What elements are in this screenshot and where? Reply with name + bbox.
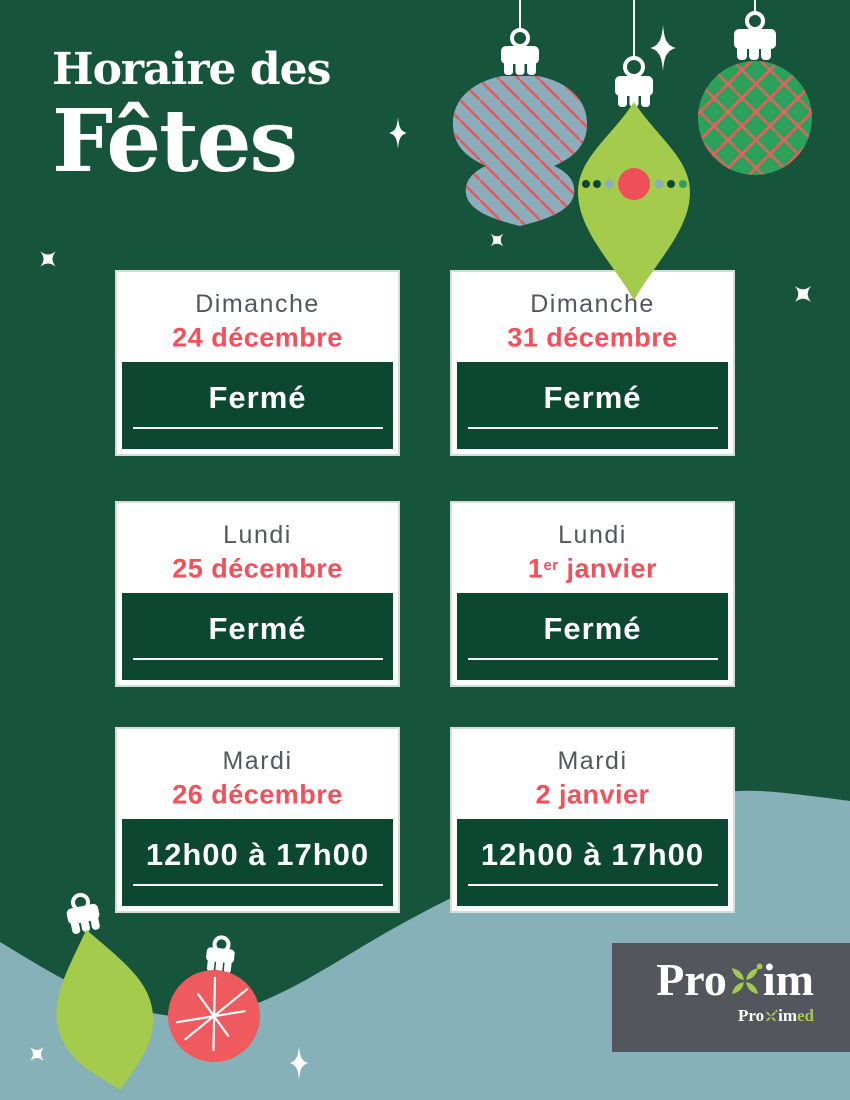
card-underline: [132, 658, 383, 660]
striped-finial-ornament-icon: [452, 28, 588, 226]
card-hours-panel: Fermé: [457, 362, 728, 449]
card-hours-panel: Fermé: [457, 593, 728, 680]
card-date: 2 janvier: [535, 779, 650, 809]
sparkle-icon: [484, 227, 510, 253]
card-hours: 12h00 à 17h00: [480, 836, 705, 872]
card-day: Mardi: [222, 746, 293, 775]
flower-x-icon: [731, 963, 763, 995]
schedule-card-jan2: Mardi 2 janvier 12h00 à 17h00: [450, 727, 735, 913]
card-hours: Fermé: [208, 610, 307, 646]
teardrop-ornament-icon: [56, 892, 154, 1091]
dotted-drop-ornament-icon: [578, 56, 690, 300]
schedule-card-jan1: Lundi 1er janvier Fermé: [450, 501, 735, 687]
title-line2: Fêtes: [52, 91, 298, 192]
schedule-card-dec26: Mardi 26 décembre 12h00 à 17h00: [115, 727, 400, 913]
card-hours-panel: 12h00 à 17h00: [457, 819, 728, 906]
schedule-card-dec31: Dimanche 31 décembre Fermé: [450, 270, 735, 456]
sparkle-icon: [23, 1040, 51, 1068]
card-day: Dimanche: [195, 289, 320, 318]
snowflake-icon: [176, 976, 249, 1052]
title-line1: Horaire des: [52, 44, 331, 95]
card-underline: [467, 658, 718, 660]
card-hours-panel: Fermé: [122, 593, 393, 680]
card-hours: Fermé: [543, 610, 642, 646]
sparkle-icon: [289, 1046, 309, 1080]
sparkle-icon: [389, 117, 407, 149]
flower-x-icon: [766, 1009, 778, 1022]
snowflake-ball-ornament-icon: [168, 935, 260, 1062]
schedule-card-dec24: Dimanche 24 décembre Fermé: [115, 270, 400, 456]
card-day: Dimanche: [530, 289, 655, 318]
card-hours-panel: Fermé: [122, 362, 393, 449]
card-date: 24 décembre: [172, 322, 343, 352]
card-underline: [132, 427, 383, 429]
card-hours: 12h00 à 17h00: [145, 836, 370, 872]
card-underline: [467, 884, 718, 886]
proxim-logo-box: Pro im Pro imed: [612, 943, 850, 1052]
proximed-wordmark: Pro imed: [737, 1006, 814, 1025]
proxim-wordmark: Pro im: [656, 954, 814, 1005]
poster-title: Horaire des Fêtes: [52, 44, 331, 192]
ornament-strings: [519, 0, 756, 59]
card-hours: Fermé: [208, 379, 307, 415]
sparkle-icon: [786, 277, 820, 311]
card-date: 26 décembre: [172, 779, 343, 809]
card-date: 31 décembre: [507, 322, 678, 352]
sparkle-icon: [650, 25, 676, 71]
card-underline: [132, 884, 383, 886]
card-hours: Fermé: [543, 379, 642, 415]
card-underline: [467, 427, 718, 429]
card-date: 25 décembre: [172, 553, 343, 583]
card-day: Lundi: [223, 520, 292, 549]
sparkle-icon: [32, 243, 64, 275]
card-day: Mardi: [557, 746, 628, 775]
card-hours-panel: 12h00 à 17h00: [122, 819, 393, 906]
schedule-card-dec25: Lundi 25 décembre Fermé: [115, 501, 400, 687]
card-day: Lundi: [558, 520, 627, 549]
drop-ornament-dots: [582, 168, 687, 200]
card-date: 1er janvier: [527, 553, 658, 583]
crosshatch-ball-ornament-icon: [698, 11, 812, 175]
